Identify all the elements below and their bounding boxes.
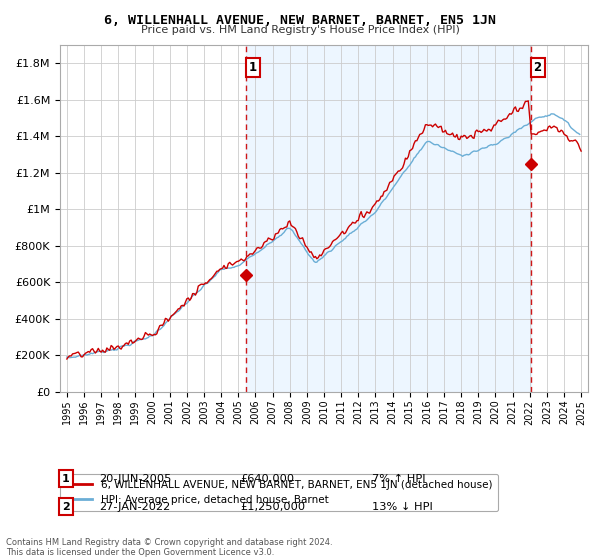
Text: 7% ↑ HPI: 7% ↑ HPI — [372, 474, 425, 484]
Text: 1: 1 — [249, 61, 257, 74]
Text: 2: 2 — [533, 61, 542, 74]
Text: £640,000: £640,000 — [240, 474, 294, 484]
Text: 27-JAN-2022: 27-JAN-2022 — [99, 502, 170, 512]
Text: 2: 2 — [62, 502, 70, 512]
Bar — [247, 45, 531, 392]
Text: Price paid vs. HM Land Registry's House Price Index (HPI): Price paid vs. HM Land Registry's House … — [140, 25, 460, 35]
Legend: 6, WILLENHALL AVENUE, NEW BARNET, BARNET, EN5 1JN (detached house), HPI: Average: 6, WILLENHALL AVENUE, NEW BARNET, BARNET… — [60, 474, 499, 511]
Text: £1,250,000: £1,250,000 — [240, 502, 305, 512]
Text: 6, WILLENHALL AVENUE, NEW BARNET, BARNET, EN5 1JN: 6, WILLENHALL AVENUE, NEW BARNET, BARNET… — [104, 14, 496, 27]
Text: 1: 1 — [62, 474, 70, 484]
Text: Contains HM Land Registry data © Crown copyright and database right 2024.
This d: Contains HM Land Registry data © Crown c… — [6, 538, 332, 557]
Text: 20-JUN-2005: 20-JUN-2005 — [99, 474, 172, 484]
Text: 13% ↓ HPI: 13% ↓ HPI — [372, 502, 433, 512]
